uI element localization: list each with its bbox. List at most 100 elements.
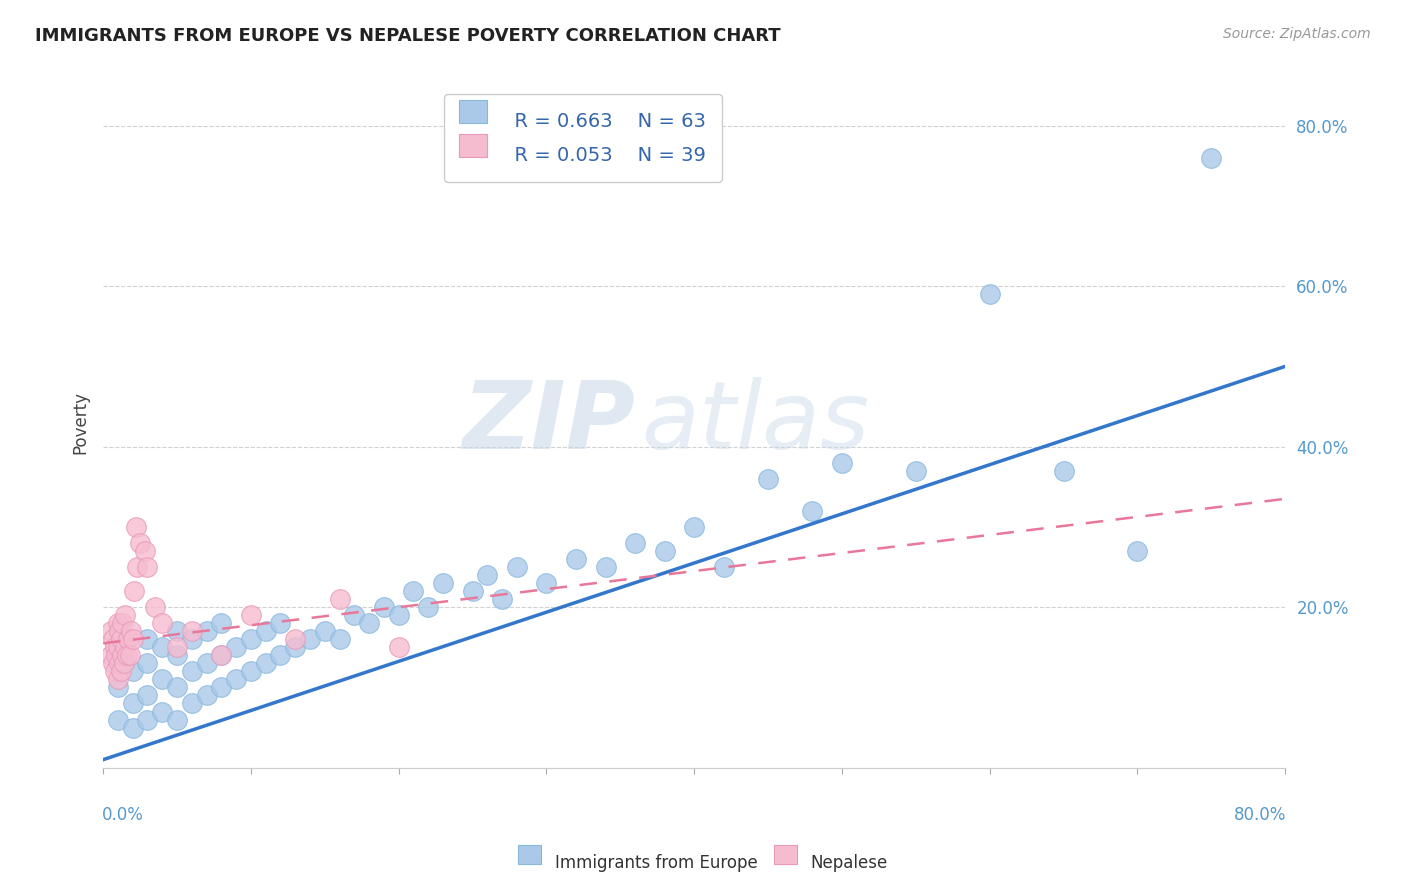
Point (117, 632, 139, 647)
Point (136, 560, 159, 574)
Point (254, 624, 277, 639)
Point (107, 640, 129, 655)
Point (166, 713, 188, 727)
Point (254, 657, 277, 671)
Point (195, 624, 218, 639)
Point (269, 616, 291, 631)
Text: 80.0%: 80.0% (1234, 805, 1286, 823)
Point (713, 560, 735, 574)
Point (107, 616, 129, 631)
Legend: Immigrants from Europe, Nepalese: Immigrants from Europe, Nepalese (512, 847, 894, 880)
Point (118, 648, 141, 663)
Point (756, 472, 779, 486)
Point (166, 624, 188, 639)
Point (150, 673, 173, 687)
Point (105, 648, 128, 663)
Point (150, 640, 173, 655)
Point (107, 681, 129, 695)
Point (209, 648, 232, 663)
Point (110, 632, 132, 647)
Point (111, 616, 134, 631)
Point (108, 657, 131, 671)
Point (225, 640, 247, 655)
Legend:   R = 0.663    N = 63,   R = 0.053    N = 39: R = 0.663 N = 63, R = 0.053 N = 39 (444, 94, 721, 182)
Point (120, 624, 142, 639)
Point (284, 640, 307, 655)
Point (114, 640, 136, 655)
Point (373, 600, 395, 615)
Point (107, 673, 129, 687)
Point (195, 689, 218, 703)
Point (388, 640, 411, 655)
Text: 0.0%: 0.0% (103, 805, 143, 823)
Point (115, 648, 138, 663)
Point (269, 648, 291, 663)
Point (328, 632, 350, 647)
Point (121, 697, 143, 711)
Point (136, 632, 159, 647)
Point (402, 584, 425, 599)
Point (121, 665, 143, 679)
Y-axis label: Poverty: Poverty (72, 391, 89, 454)
Point (654, 544, 676, 558)
Point (136, 713, 159, 727)
Point (461, 584, 484, 599)
Point (904, 464, 927, 478)
Point (298, 632, 321, 647)
Point (121, 632, 143, 647)
Point (103, 657, 125, 671)
Point (536, 576, 558, 591)
Point (100, 624, 122, 639)
Point (239, 665, 262, 679)
Point (136, 689, 159, 703)
Point (284, 632, 307, 647)
Point (143, 600, 166, 615)
Point (129, 536, 152, 550)
Point (111, 648, 134, 663)
Point (1052, 464, 1074, 478)
Point (112, 657, 135, 671)
Point (801, 504, 824, 518)
Point (195, 657, 218, 671)
Point (104, 640, 127, 655)
Point (100, 648, 122, 663)
Point (359, 616, 381, 631)
Point (209, 681, 232, 695)
Point (595, 560, 617, 574)
Point (150, 705, 173, 719)
Point (314, 624, 336, 639)
Point (180, 624, 202, 639)
Point (565, 552, 588, 566)
Point (114, 608, 136, 623)
Text: IMMIGRANTS FROM EUROPE VS NEPALESE POVERTY CORRELATION CHART: IMMIGRANTS FROM EUROPE VS NEPALESE POVER… (35, 27, 780, 45)
Point (432, 576, 454, 591)
Text: atlas: atlas (641, 377, 869, 468)
Point (122, 584, 145, 599)
Point (136, 657, 159, 671)
Point (134, 544, 156, 558)
Point (107, 713, 129, 727)
Point (624, 536, 647, 550)
Point (491, 592, 513, 607)
Point (388, 608, 411, 623)
Point (239, 608, 262, 623)
Point (103, 632, 125, 647)
Point (108, 624, 131, 639)
Point (104, 665, 127, 679)
Point (1201, 151, 1223, 165)
Point (506, 560, 529, 574)
Point (127, 560, 149, 574)
Point (150, 616, 173, 631)
Point (209, 616, 232, 631)
Point (166, 640, 188, 655)
Point (239, 632, 262, 647)
Point (121, 721, 143, 735)
Point (110, 665, 132, 679)
Text: ZIP: ZIP (463, 376, 636, 468)
Point (328, 592, 350, 607)
Point (180, 697, 202, 711)
Point (225, 673, 247, 687)
Text: Source: ZipAtlas.com: Source: ZipAtlas.com (1223, 27, 1371, 41)
Point (477, 568, 499, 582)
Point (418, 600, 440, 615)
